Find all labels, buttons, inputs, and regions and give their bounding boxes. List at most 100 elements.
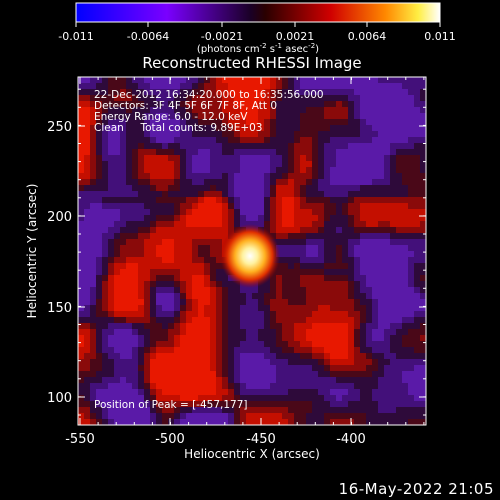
image-pixel xyxy=(186,413,192,419)
image-pixel xyxy=(96,203,102,209)
image-pixel xyxy=(204,149,210,155)
image-pixel xyxy=(288,89,294,95)
image-pixel xyxy=(90,329,96,335)
image-pixel xyxy=(252,101,258,107)
image-pixel xyxy=(264,149,270,155)
image-pixel xyxy=(246,101,252,107)
image-pixel xyxy=(228,167,234,173)
image-pixel xyxy=(336,143,342,149)
image-pixel xyxy=(210,185,216,191)
image-pixel xyxy=(294,155,300,161)
info-line-time: 22-Dec-2012 16:34:20.000 to 16:35:56.000 xyxy=(94,89,324,101)
image-pixel xyxy=(402,119,408,125)
image-pixel xyxy=(228,95,234,101)
image-pixel xyxy=(312,311,318,317)
image-pixel xyxy=(120,335,126,341)
image-pixel xyxy=(294,113,300,119)
image-pixel xyxy=(258,173,264,179)
image-pixel xyxy=(294,89,300,95)
image-pixel xyxy=(114,161,120,167)
image-pixel xyxy=(114,317,120,323)
image-pixel xyxy=(90,323,96,329)
image-pixel xyxy=(384,209,390,215)
image-pixel xyxy=(384,401,390,407)
image-pixel xyxy=(102,371,108,377)
image-pixel xyxy=(312,197,318,203)
image-pixel xyxy=(390,353,396,359)
image-pixel xyxy=(360,179,366,185)
image-pixel xyxy=(132,257,138,263)
image-pixel xyxy=(276,323,282,329)
image-pixel xyxy=(300,317,306,323)
image-pixel xyxy=(408,395,414,401)
image-pixel xyxy=(378,101,384,107)
image-pixel xyxy=(378,89,384,95)
image-pixel xyxy=(216,203,222,209)
image-pixel xyxy=(204,191,210,197)
image-pixel xyxy=(216,143,222,149)
image-pixel xyxy=(354,329,360,335)
image-pixel xyxy=(294,161,300,167)
image-pixel xyxy=(306,251,312,257)
image-pixel xyxy=(132,155,138,161)
image-pixel xyxy=(372,299,378,305)
image-pixel xyxy=(270,383,276,389)
image-pixel xyxy=(420,155,426,161)
image-pixel xyxy=(120,401,126,407)
image-pixel xyxy=(192,353,198,359)
image-pixel xyxy=(222,359,228,365)
image-pixel xyxy=(108,83,114,89)
image-pixel xyxy=(78,179,84,185)
image-pixel xyxy=(210,335,216,341)
image-pixel xyxy=(396,239,402,245)
image-pixel xyxy=(384,233,390,239)
image-pixel xyxy=(198,377,204,383)
image-pixel xyxy=(84,377,90,383)
image-pixel xyxy=(84,323,90,329)
image-pixel xyxy=(360,371,366,377)
image-pixel xyxy=(258,149,264,155)
image-pixel xyxy=(132,329,138,335)
image-pixel xyxy=(234,347,240,353)
image-pixel xyxy=(258,113,264,119)
image-pixel xyxy=(102,317,108,323)
image-pixel xyxy=(348,203,354,209)
image-pixel xyxy=(264,281,270,287)
image-pixel xyxy=(414,89,420,95)
image-pixel xyxy=(348,281,354,287)
image-pixel xyxy=(414,281,420,287)
image-pixel xyxy=(132,119,138,125)
image-pixel xyxy=(204,413,210,419)
image-pixel xyxy=(414,167,420,173)
image-pixel xyxy=(342,185,348,191)
image-pixel xyxy=(198,143,204,149)
image-pixel xyxy=(360,167,366,173)
image-pixel xyxy=(78,275,84,281)
image-pixel xyxy=(414,203,420,209)
image-pixel xyxy=(384,251,390,257)
image-pixel xyxy=(120,107,126,113)
image-pixel xyxy=(150,335,156,341)
image-pixel xyxy=(204,281,210,287)
image-pixel xyxy=(390,407,396,413)
image-pixel xyxy=(96,161,102,167)
image-pixel xyxy=(90,203,96,209)
image-pixel xyxy=(318,251,324,257)
image-pixel xyxy=(84,263,90,269)
image-pixel xyxy=(168,137,174,143)
image-pixel xyxy=(420,413,426,419)
image-pixel xyxy=(390,305,396,311)
image-pixel xyxy=(192,155,198,161)
image-pixel xyxy=(84,101,90,107)
image-pixel xyxy=(408,389,414,395)
image-pixel xyxy=(384,353,390,359)
image-pixel xyxy=(306,119,312,125)
image-pixel xyxy=(348,413,354,419)
image-pixel xyxy=(180,77,186,83)
image-pixel xyxy=(180,293,186,299)
image-pixel xyxy=(294,101,300,107)
image-pixel xyxy=(126,299,132,305)
image-pixel xyxy=(228,347,234,353)
image-pixel xyxy=(84,137,90,143)
image-pixel xyxy=(348,287,354,293)
